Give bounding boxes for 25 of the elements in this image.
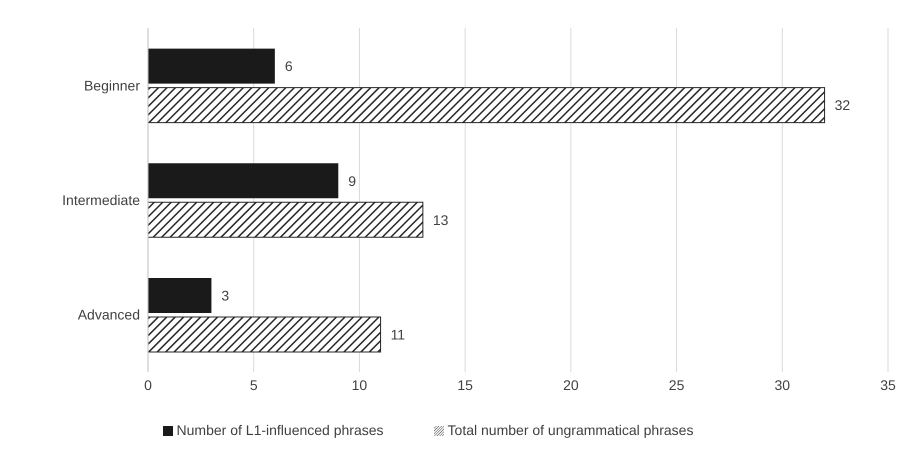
bar	[148, 202, 424, 238]
x-tick-label: 5	[250, 376, 258, 393]
x-tick-label: 10	[352, 376, 368, 393]
x-tick-label: 30	[774, 376, 790, 393]
data-label: 3	[221, 287, 230, 304]
legend-label: Total number of ungrammatical phrases	[448, 422, 694, 438]
x-tick-label: 15	[457, 376, 474, 393]
legend-label: Number of L1-influenced phrases	[176, 422, 384, 438]
x-tick-label: 20	[563, 376, 579, 393]
bar	[148, 278, 212, 313]
x-tick-label: 35	[880, 376, 896, 393]
data-label: 9	[348, 172, 356, 189]
y-tick-label: Advanced	[78, 306, 140, 323]
x-tick-label: 25	[668, 376, 685, 393]
bar	[148, 316, 382, 352]
bar	[148, 48, 275, 84]
y-tick-label: Intermediate	[62, 192, 140, 208]
y-tick-label: Beginner	[84, 77, 140, 94]
data-label: 11	[390, 326, 406, 342]
bar	[148, 87, 826, 124]
data-label: 6	[284, 58, 293, 74]
x-tick-label: 0	[144, 376, 152, 393]
data-label: 32	[834, 97, 850, 114]
data-label: 13	[432, 212, 449, 228]
bar	[148, 163, 338, 198]
